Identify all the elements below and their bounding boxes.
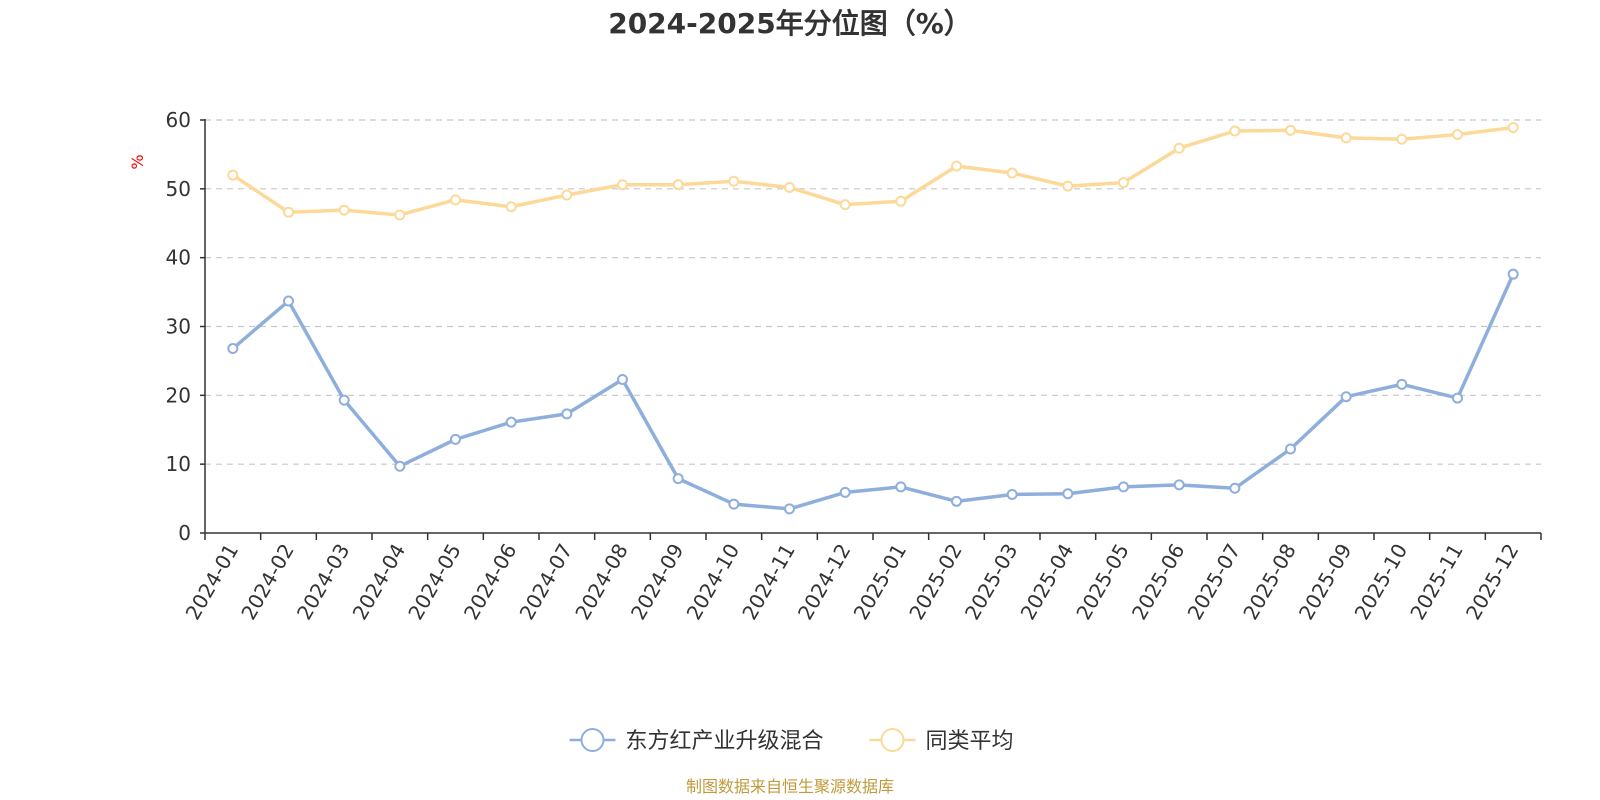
x-tick-label: 2024-10 xyxy=(682,540,745,624)
y-tick-label: 10 xyxy=(166,452,191,476)
data-point xyxy=(227,169,239,181)
data-point xyxy=(951,495,962,507)
x-tick-label: 2025-08 xyxy=(1238,540,1301,624)
x-tick-label: 2024-01 xyxy=(181,540,244,624)
data-point xyxy=(784,503,795,515)
x-tick-label: 2024-07 xyxy=(515,540,578,624)
data-point xyxy=(1285,443,1296,455)
data-point xyxy=(1285,124,1296,136)
series-group xyxy=(227,268,1519,515)
series-lines xyxy=(227,122,1519,515)
x-tick-label: 2024-12 xyxy=(793,540,856,624)
data-point xyxy=(505,416,517,428)
data-point xyxy=(617,374,628,386)
data-point xyxy=(394,209,406,221)
data-point xyxy=(895,195,907,207)
legend-marker xyxy=(880,728,905,752)
chart-title: 2024-2025年分位图（%） xyxy=(608,7,972,40)
data-point xyxy=(728,498,740,510)
data-point xyxy=(839,199,851,211)
data-point xyxy=(1006,488,1018,500)
legend-label: 同类平均 xyxy=(926,729,1014,754)
data-source-note: 制图数据来自恒生聚源数据库 xyxy=(686,777,894,796)
data-point xyxy=(1118,177,1129,189)
y-tick-label: 40 xyxy=(166,246,191,270)
x-tick-label: 2024-08 xyxy=(570,540,633,624)
y-tick-label: 50 xyxy=(166,177,191,201)
x-tick-label: 2025-06 xyxy=(1127,540,1190,624)
data-point xyxy=(784,181,795,193)
legend: 东方红产业升级混合 同类平均 xyxy=(569,728,1014,754)
data-point xyxy=(505,201,517,213)
x-tick-label: 2025-03 xyxy=(960,540,1023,624)
x-tick-label: 2024-03 xyxy=(292,540,355,624)
x-tick-label: 2025-07 xyxy=(1183,540,1246,624)
legend-marker xyxy=(580,728,605,752)
data-point xyxy=(1118,481,1129,493)
series-line xyxy=(231,125,1515,217)
x-tick-label: 2024-04 xyxy=(348,540,411,624)
data-point xyxy=(1396,133,1408,145)
x-tick-label: 2024-06 xyxy=(459,540,522,624)
data-point xyxy=(1006,167,1018,179)
data-point xyxy=(283,295,294,307)
legend-item: 同类平均 xyxy=(869,728,1014,754)
data-point xyxy=(561,189,573,201)
x-tick-label: 2025-10 xyxy=(1350,540,1413,624)
legend-item: 东方红产业升级混合 xyxy=(569,728,824,754)
data-point xyxy=(227,343,239,355)
y-axis-label: % xyxy=(128,154,147,169)
y-tick-label: 0 xyxy=(178,521,191,545)
y-tick-label: 60 xyxy=(166,108,191,132)
data-point xyxy=(1062,488,1074,500)
data-point xyxy=(561,408,573,420)
data-point xyxy=(338,394,350,406)
x-tick-label: 2024-11 xyxy=(737,540,800,624)
data-point xyxy=(1507,122,1519,134)
data-point xyxy=(1229,125,1241,137)
x-tick-label: 2025-02 xyxy=(904,540,967,624)
data-point xyxy=(1452,392,1463,404)
data-point xyxy=(1173,142,1185,154)
data-point xyxy=(1396,378,1408,390)
grid-lines xyxy=(205,119,1541,465)
x-tick-label: 2025-04 xyxy=(1016,540,1079,624)
x-tick-label: 2024-09 xyxy=(626,540,689,624)
data-point xyxy=(1340,391,1352,403)
y-tick-label: 20 xyxy=(166,383,191,407)
x-tick-label: 2025-05 xyxy=(1071,540,1134,624)
series-group xyxy=(227,122,1519,221)
x-tick-label: 2025-12 xyxy=(1461,540,1524,624)
data-point xyxy=(283,206,294,218)
axes: 01020304050602024-012024-022024-032024-0… xyxy=(166,108,1542,624)
legend-label: 东方红产业升级混合 xyxy=(626,729,824,754)
x-tick-label: 2024-02 xyxy=(236,540,299,624)
data-point xyxy=(450,194,461,206)
series-line xyxy=(231,272,1515,511)
y-tick-label: 30 xyxy=(166,315,191,339)
data-point xyxy=(895,481,907,493)
data-point xyxy=(450,433,461,445)
data-point xyxy=(1507,268,1519,280)
data-point xyxy=(338,204,350,216)
data-point xyxy=(617,179,628,191)
x-tick-label: 2025-01 xyxy=(849,540,912,624)
data-point xyxy=(672,473,684,485)
data-point xyxy=(728,175,740,187)
data-point xyxy=(1340,132,1352,144)
x-tick-label: 2025-11 xyxy=(1405,540,1468,624)
data-point xyxy=(394,460,406,472)
data-point xyxy=(1173,479,1185,491)
data-point xyxy=(951,160,962,172)
data-point xyxy=(839,486,851,498)
x-tick-label: 2025-09 xyxy=(1294,540,1357,624)
data-point xyxy=(672,179,684,191)
data-point xyxy=(1062,180,1074,192)
x-tick-label: 2024-05 xyxy=(403,540,466,624)
data-point xyxy=(1452,128,1463,140)
data-point xyxy=(1229,482,1241,494)
